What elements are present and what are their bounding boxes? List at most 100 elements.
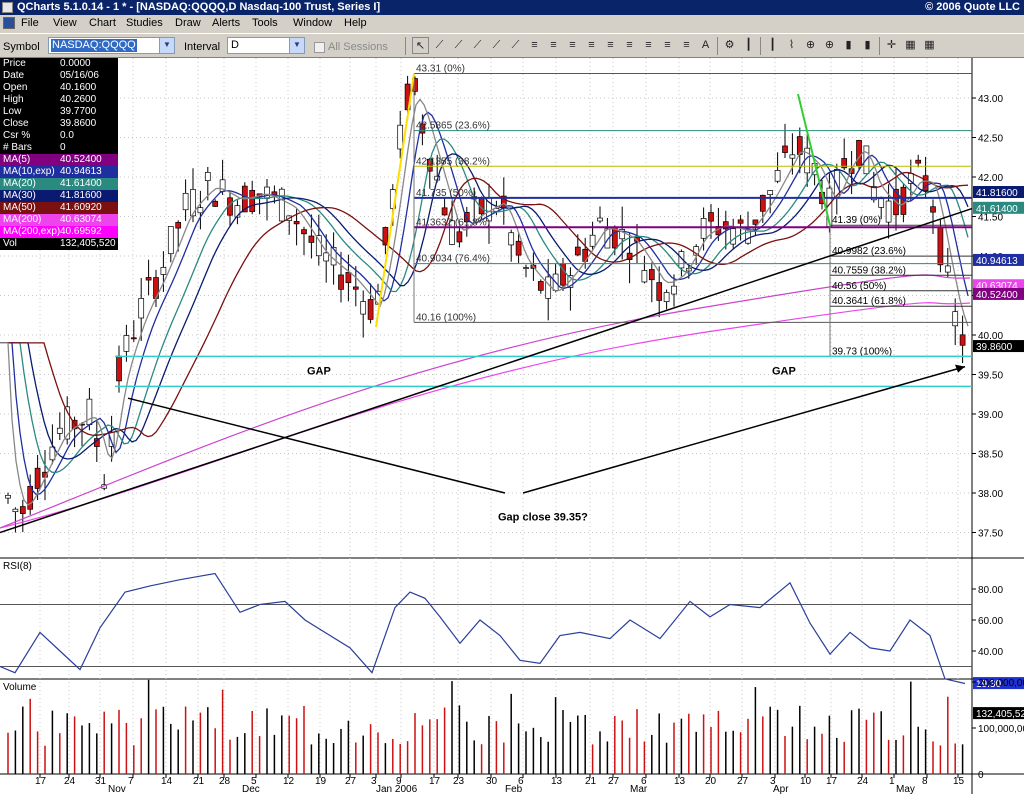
interval-combobox[interactable]: D ▼ xyxy=(227,37,305,54)
chevron-down-icon[interactable]: ▼ xyxy=(289,38,304,53)
candle-body xyxy=(944,265,951,273)
bar-icon[interactable]: ▮ xyxy=(864,39,871,51)
fib-icon[interactable]: ≡ xyxy=(607,39,614,51)
symbol-value[interactable]: NASDAQ:QQQQ xyxy=(51,39,137,52)
info-label: MA(30) xyxy=(3,190,36,201)
x-axis-month-label: Feb xyxy=(505,784,523,794)
symbol-label: Symbol xyxy=(3,41,40,53)
candle-body xyxy=(130,337,137,340)
candle-body xyxy=(722,221,729,230)
menu-studies[interactable]: Studies xyxy=(126,17,163,29)
rsi-axis-label: 40.00 xyxy=(978,647,1003,658)
info-row: MA(200,exp) 40.69592 xyxy=(0,226,118,238)
chart-window-icon[interactable] xyxy=(3,17,15,29)
fib-icon[interactable]: ≡ xyxy=(645,39,652,51)
zoom-icon[interactable]: ⊕ xyxy=(824,39,835,51)
menu-window[interactable]: Window xyxy=(293,17,333,29)
menu-alerts[interactable]: Alerts xyxy=(212,17,241,29)
candle-body xyxy=(508,232,515,246)
candle-body xyxy=(338,274,344,290)
fib-icon[interactable]: ≡ xyxy=(588,39,595,51)
fib-label: 39.73 (100%) xyxy=(832,346,892,357)
fib-icon[interactable]: ≡ xyxy=(626,39,633,51)
rsi-axis-label: 60.00 xyxy=(978,616,1003,627)
info-label: Close xyxy=(3,118,29,129)
price-tag-label: 41.61400 xyxy=(976,204,1018,215)
x-axis-day-label: 20 xyxy=(705,776,717,787)
candle-body xyxy=(382,227,389,246)
line-chart-icon[interactable]: ⌇ xyxy=(788,39,795,51)
candle-body xyxy=(175,222,182,229)
swing-line xyxy=(797,93,831,226)
ma30-line xyxy=(0,153,969,460)
fib-icon[interactable]: ≡ xyxy=(683,39,690,51)
candle-body xyxy=(870,186,877,201)
bars-icon[interactable]: ┃ xyxy=(745,39,752,51)
fib-icon[interactable]: ≡ xyxy=(531,39,538,51)
menu-help[interactable]: Help xyxy=(344,17,367,29)
line-icon[interactable]: ⟋ xyxy=(511,39,520,51)
x-axis-day-label: 27 xyxy=(345,776,357,787)
info-value: 40.69592 xyxy=(60,226,102,237)
candle-body xyxy=(671,285,677,295)
info-row: MA(200) 40.63074 xyxy=(0,214,118,226)
x-axis-day-label: 3 xyxy=(770,776,776,787)
pointer-icon[interactable]: ↖ xyxy=(412,37,429,54)
fib-icon[interactable]: ≡ xyxy=(550,39,557,51)
chart-icon[interactable]: ▦ xyxy=(905,39,916,51)
menu-chart[interactable]: Chart xyxy=(89,17,116,29)
menu-tools[interactable]: Tools xyxy=(252,17,278,29)
info-value: 05/16/06 xyxy=(60,70,99,81)
candle-body xyxy=(774,170,781,182)
bar-icon[interactable]: ▮ xyxy=(845,39,852,51)
menu-view[interactable]: View xyxy=(53,17,77,29)
info-row: Close 39.8600 xyxy=(0,118,118,130)
interval-value[interactable]: D xyxy=(231,39,239,51)
trend-line xyxy=(127,397,506,494)
info-label: MA(50) xyxy=(3,202,36,213)
menu-draw[interactable]: Draw xyxy=(175,17,201,29)
fib-label: 41.39 (0%) xyxy=(832,215,881,226)
rsi-line xyxy=(0,572,966,685)
settings-icon[interactable]: ⚙ xyxy=(724,39,735,51)
menu-file[interactable]: File xyxy=(21,17,39,29)
candle-body xyxy=(737,219,744,224)
chevron-down-icon[interactable]: ▼ xyxy=(159,38,174,53)
candle-body xyxy=(308,235,315,243)
candle-body xyxy=(878,198,885,208)
info-label: MA(10,exp) xyxy=(3,166,55,177)
info-box: Price 0.0000 Date 05/16/06 Open 40.1600 High 40… xyxy=(0,58,118,250)
info-label: Date xyxy=(3,70,25,81)
line-icon[interactable]: ⟋ xyxy=(435,39,444,51)
line-icon[interactable]: ⟋ xyxy=(492,39,501,51)
fib-icon[interactable]: ≡ xyxy=(569,39,576,51)
symbol-combobox[interactable]: NASDAQ:QQQQ ▼ xyxy=(48,37,175,54)
fib-label: 42.1355 (38.2%) xyxy=(416,156,490,167)
info-value: 39.7700 xyxy=(60,106,97,117)
zoom-icon[interactable]: ⊕ xyxy=(805,39,816,51)
candle-body xyxy=(656,282,663,301)
candle-body xyxy=(959,334,966,346)
candle-body xyxy=(323,252,330,262)
candle-body xyxy=(56,427,63,434)
candle-body xyxy=(523,267,529,269)
candle-body xyxy=(441,207,448,216)
candle-body xyxy=(545,276,552,299)
candle-body xyxy=(930,206,936,213)
chart-icon[interactable]: ▦ xyxy=(924,39,935,51)
candle-body xyxy=(197,207,204,214)
line-icon[interactable]: ⟋ xyxy=(473,39,482,51)
candle-body xyxy=(264,186,270,199)
bars-icon[interactable]: ┃ xyxy=(769,39,776,51)
line-icon[interactable]: ⟋ xyxy=(454,39,463,51)
toolbar-separator xyxy=(717,37,718,55)
fib-label: 41.735 (50%) xyxy=(416,188,476,199)
x-axis-day-label: 15 xyxy=(953,776,965,787)
crosshair-icon[interactable]: ✛ xyxy=(886,39,897,51)
all-sessions-checkbox[interactable] xyxy=(314,42,325,53)
toolbar-separator xyxy=(760,37,761,55)
fib-icon[interactable]: ≡ xyxy=(664,39,671,51)
chart-area[interactable]: 43.0042.5042.0041.5041.0040.5040.0039.50… xyxy=(0,58,1024,794)
text-icon[interactable]: A xyxy=(701,39,710,51)
candle-body xyxy=(885,200,892,223)
